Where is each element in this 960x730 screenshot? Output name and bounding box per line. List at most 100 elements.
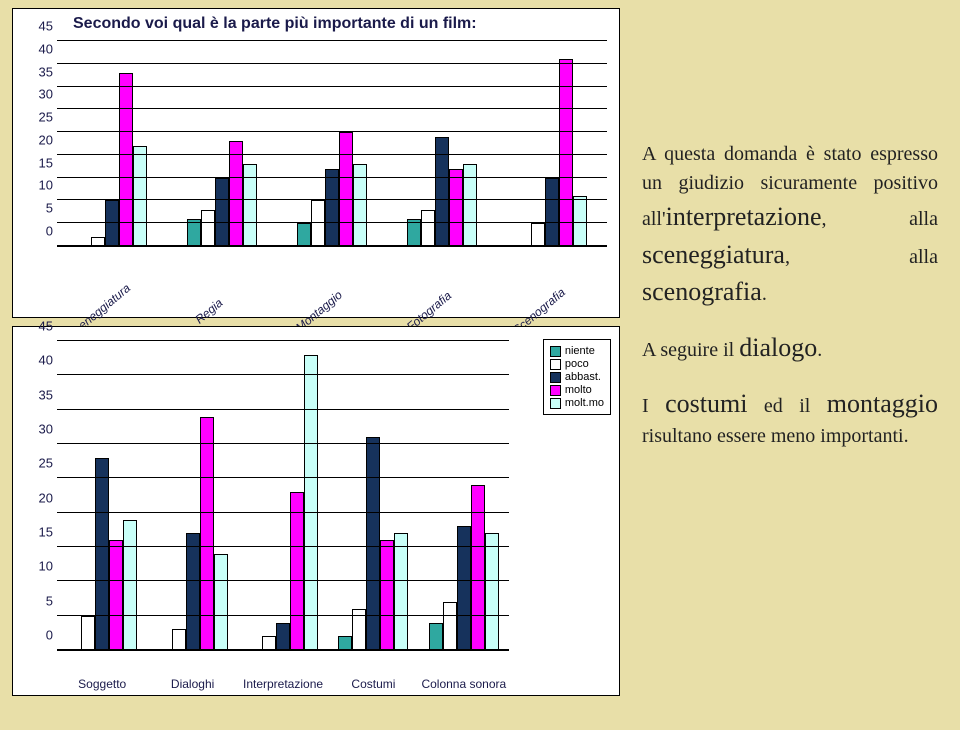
bar (81, 616, 95, 650)
y-axis-label: 40 (39, 41, 53, 56)
bar (229, 141, 243, 246)
bar (338, 636, 352, 650)
bar-group (387, 41, 497, 246)
x-axis-label: Soggetto (57, 677, 147, 691)
bar (276, 623, 290, 650)
bar (215, 178, 229, 246)
y-axis-label: 5 (46, 201, 53, 216)
charts-column: Secondo voi qual è la parte più importan… (0, 0, 620, 730)
gridline: 35 (57, 86, 607, 87)
gridline: 45 (57, 340, 509, 341)
bar-group (497, 41, 607, 246)
gridline: 20 (57, 154, 607, 155)
bar (325, 169, 339, 246)
bar (339, 132, 353, 246)
bar-group (57, 341, 147, 650)
bar (380, 540, 394, 650)
y-axis-label: 35 (39, 387, 53, 402)
bar (214, 554, 228, 650)
gridline: 5 (57, 222, 607, 223)
y-axis-label: 15 (39, 155, 53, 170)
bar (531, 223, 545, 246)
y-axis-label: 45 (39, 19, 53, 34)
gridline: 10 (57, 199, 607, 200)
y-axis-label: 15 (39, 525, 53, 540)
bar-groups (57, 341, 509, 650)
bar-group (57, 41, 167, 246)
gridline: 40 (57, 63, 607, 64)
y-axis-label: 20 (39, 132, 53, 147)
bar (290, 492, 304, 650)
gridline: 30 (57, 443, 509, 444)
y-axis-label: 25 (39, 110, 53, 125)
bar (366, 437, 380, 650)
y-axis-label: 35 (39, 64, 53, 79)
bar (559, 59, 573, 246)
x-axis-label: Interpretazione (238, 677, 328, 691)
bar (457, 526, 471, 650)
bar (443, 602, 457, 650)
paragraph-1: A questa domanda è stato espresso un giu… (642, 140, 938, 311)
bar (186, 533, 200, 650)
y-axis-label: 45 (39, 319, 53, 334)
bar (123, 520, 137, 650)
bar (421, 210, 435, 246)
paragraph-2: A seguire il dialogo. (642, 329, 938, 367)
bar (172, 629, 186, 650)
y-axis-label: 30 (39, 422, 53, 437)
gridline: 45 (57, 40, 607, 41)
legend: niente poco abbast. molto molt.mo (543, 339, 611, 415)
chart-bottom-plot: 051015202530354045 (57, 341, 509, 651)
chart-title: Secondo voi qual è la parte più importan… (73, 15, 609, 33)
legend-item-niente: niente (550, 345, 604, 357)
bar (573, 196, 587, 246)
bar-group (277, 41, 387, 246)
bar (201, 210, 215, 246)
gridline: 0 (57, 649, 509, 650)
legend-item-moltmo: molt.mo (550, 397, 604, 409)
chart-top-xlabels: SceneggiaturaRegiaMontaggioFotografiaSce… (57, 301, 607, 315)
bar-group (419, 341, 509, 650)
x-axis-label: Dialoghi (147, 677, 237, 691)
bar-groups (57, 41, 607, 246)
chart-top: Secondo voi qual è la parte più importan… (12, 8, 620, 318)
gridline: 5 (57, 615, 509, 616)
bar (429, 623, 443, 650)
chart-bottom: 0 5 10 15 20 25 30 35 40 45 niente poco abbast. m… (12, 326, 620, 696)
bar (95, 458, 109, 650)
gridline: 35 (57, 409, 509, 410)
bar (297, 223, 311, 246)
y-axis-label: 40 (39, 353, 53, 368)
x-axis-label: Costumi (328, 677, 418, 691)
bar (449, 169, 463, 246)
y-axis-label: 10 (39, 178, 53, 193)
bar (485, 533, 499, 650)
legend-item-molto: molto (550, 384, 604, 396)
gridline: 15 (57, 546, 509, 547)
bar (394, 533, 408, 650)
bar (471, 485, 485, 650)
bar-group (147, 341, 237, 650)
bar (109, 540, 123, 650)
chart-bottom-xlabels: SoggettoDialoghiInterpretazioneCostumiCo… (57, 677, 509, 691)
bar-group (238, 341, 328, 650)
legend-item-abbast: abbast. (550, 371, 604, 383)
bar (262, 636, 276, 650)
chart-top-plot: 051015202530354045 (57, 41, 607, 247)
bar (304, 355, 318, 650)
gridline: 25 (57, 131, 607, 132)
y-axis-label: 25 (39, 456, 53, 471)
y-axis-label: 0 (46, 224, 53, 239)
y-axis-label: 30 (39, 87, 53, 102)
y-axis-label: 5 (46, 593, 53, 608)
gridline: 20 (57, 512, 509, 513)
y-axis-label: 10 (39, 559, 53, 574)
gridline: 10 (57, 580, 509, 581)
x-axis-label: Colonna sonora (419, 677, 509, 691)
bar-group (328, 341, 418, 650)
bar (119, 73, 133, 246)
gridline: 15 (57, 177, 607, 178)
commentary-column: A questa domanda è stato espresso un giu… (620, 0, 960, 730)
gridline: 0 (57, 245, 607, 246)
bar (545, 178, 559, 246)
